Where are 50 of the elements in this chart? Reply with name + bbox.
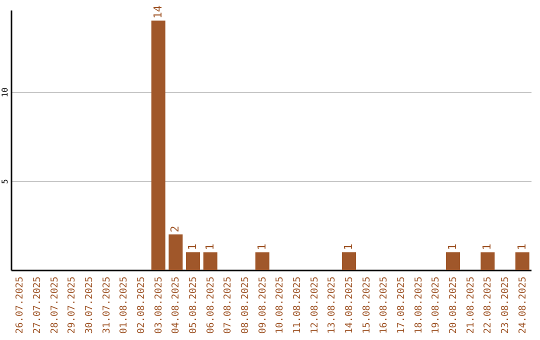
x-tick-label: 30.07.2025 bbox=[84, 276, 95, 334]
x-tick-label: 13.08.2025 bbox=[326, 276, 338, 334]
bar bbox=[515, 252, 530, 270]
x-tick-label: 08.08.2025 bbox=[240, 276, 251, 334]
x-tick-label: 10.08.2025 bbox=[274, 276, 286, 334]
x-tick-label: 29.07.2025 bbox=[66, 276, 78, 334]
x-tick-label: 07.08.2025 bbox=[222, 276, 234, 334]
x-tick-label: 19.08.2025 bbox=[430, 276, 442, 334]
x-tick-label: 11.08.2025 bbox=[292, 276, 303, 334]
x-tick-label: 04.08.2025 bbox=[170, 276, 182, 334]
x-tick-label: 23.08.2025 bbox=[500, 276, 511, 334]
data-label: 1 bbox=[255, 244, 268, 250]
data-label: 1 bbox=[342, 244, 355, 250]
x-tick-label: 22.08.2025 bbox=[482, 276, 494, 334]
data-label: 14 bbox=[151, 5, 164, 19]
x-tick-label: 26.07.2025 bbox=[14, 276, 26, 334]
x-tick-label: 09.08.2025 bbox=[257, 276, 268, 334]
x-tick-label: 12.08.2025 bbox=[309, 276, 320, 334]
y-tick-label: 5 bbox=[0, 178, 10, 184]
data-label: 1 bbox=[446, 244, 459, 250]
data-label: 2 bbox=[168, 226, 182, 232]
bar bbox=[186, 252, 200, 270]
data-label: 1 bbox=[480, 244, 494, 250]
x-tick-label: 28.07.2025 bbox=[49, 276, 60, 334]
x-tick-label: 05.08.2025 bbox=[188, 276, 199, 334]
y-tick-label: 10 bbox=[0, 87, 10, 98]
data-label: 1 bbox=[515, 244, 528, 250]
x-tick-label: 21.08.2025 bbox=[465, 276, 476, 334]
bar bbox=[151, 20, 166, 270]
data-label: 1 bbox=[186, 244, 199, 250]
x-tick-label: 17.08.2025 bbox=[396, 276, 407, 334]
bar bbox=[255, 252, 270, 270]
bar bbox=[480, 252, 495, 270]
bar bbox=[342, 252, 356, 270]
x-tick-label: 31.07.2025 bbox=[101, 276, 112, 334]
x-tick-label: 15.08.2025 bbox=[361, 276, 372, 334]
bar bbox=[203, 252, 218, 270]
bar bbox=[446, 252, 460, 270]
x-tick-label: 16.08.2025 bbox=[378, 276, 390, 334]
x-tick-label: 02.08.2025 bbox=[136, 276, 147, 334]
x-tick-label: 14.08.2025 bbox=[344, 276, 355, 334]
x-tick-label: 01.08.2025 bbox=[118, 276, 130, 334]
x-tick-label: 20.08.2025 bbox=[448, 276, 459, 334]
x-tick-label: 03.08.2025 bbox=[153, 276, 164, 334]
x-tick-label: 06.08.2025 bbox=[205, 276, 216, 334]
x-tick-label: 27.07.2025 bbox=[32, 276, 43, 334]
x-tick-label: 24.08.2025 bbox=[517, 276, 528, 334]
x-tick-label: 18.08.2025 bbox=[413, 276, 424, 334]
data-label: 1 bbox=[203, 244, 216, 250]
bar bbox=[168, 234, 183, 270]
